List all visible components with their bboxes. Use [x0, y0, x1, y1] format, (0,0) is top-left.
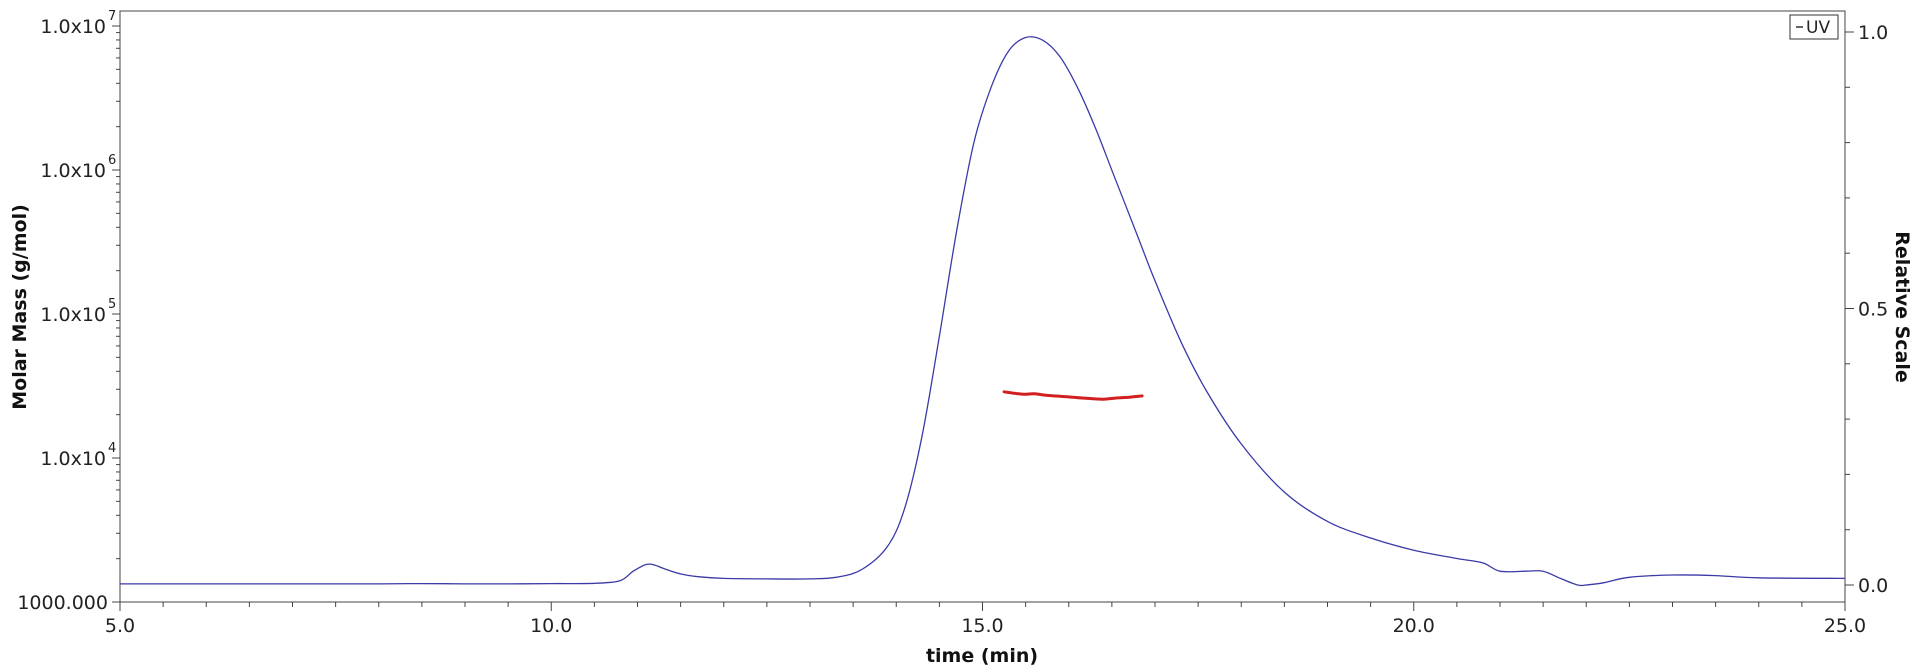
y-left-tick-label: 1.0x10 [40, 160, 106, 182]
x-tick-label: 5.0 [105, 615, 135, 637]
y-right-tick-label: 0.0 [1858, 575, 1888, 597]
x-tick-label: 25.0 [1824, 615, 1866, 637]
y-left-tick-label: 1000.000 [17, 592, 108, 614]
y-axis-right: 0.0 0.5 1.0 [1845, 22, 1888, 597]
molar-mass-trace [1002, 390, 1144, 401]
y-left-tick-exponent: 4 [108, 441, 116, 456]
uv-trace [119, 36, 1846, 587]
y-right-tick-label: 1.0 [1858, 22, 1888, 44]
x-axis: 5.0 10.0 15.0 20.0 25.0 [105, 602, 1866, 637]
y-axis-left-title: Molar Mass (g/mol) [9, 204, 31, 410]
legend: UV [1789, 14, 1839, 40]
y-right-tick-label: 0.5 [1858, 299, 1888, 321]
y-left-tick-label: 1.0x10 [40, 304, 106, 326]
y-left-tick-label: 1.0x10 [40, 16, 106, 38]
y-left-tick-exponent: 7 [108, 9, 116, 24]
x-tick-label: 15.0 [961, 615, 1003, 637]
x-tick-label: 10.0 [530, 615, 572, 637]
legend-label-uv: UV [1806, 18, 1830, 38]
y-left-tick-exponent: 6 [108, 153, 116, 168]
y-left-tick-exponent: 5 [108, 297, 116, 312]
y-axis-right-title: Relative Scale [1891, 231, 1913, 383]
series-layer [119, 36, 1846, 587]
x-axis-title: time (min) [926, 645, 1038, 667]
y-left-tick-label: 1.0x10 [40, 448, 106, 470]
x-tick-label: 20.0 [1393, 615, 1435, 637]
legend-box [1789, 14, 1839, 40]
plot-frame [119, 10, 1846, 603]
